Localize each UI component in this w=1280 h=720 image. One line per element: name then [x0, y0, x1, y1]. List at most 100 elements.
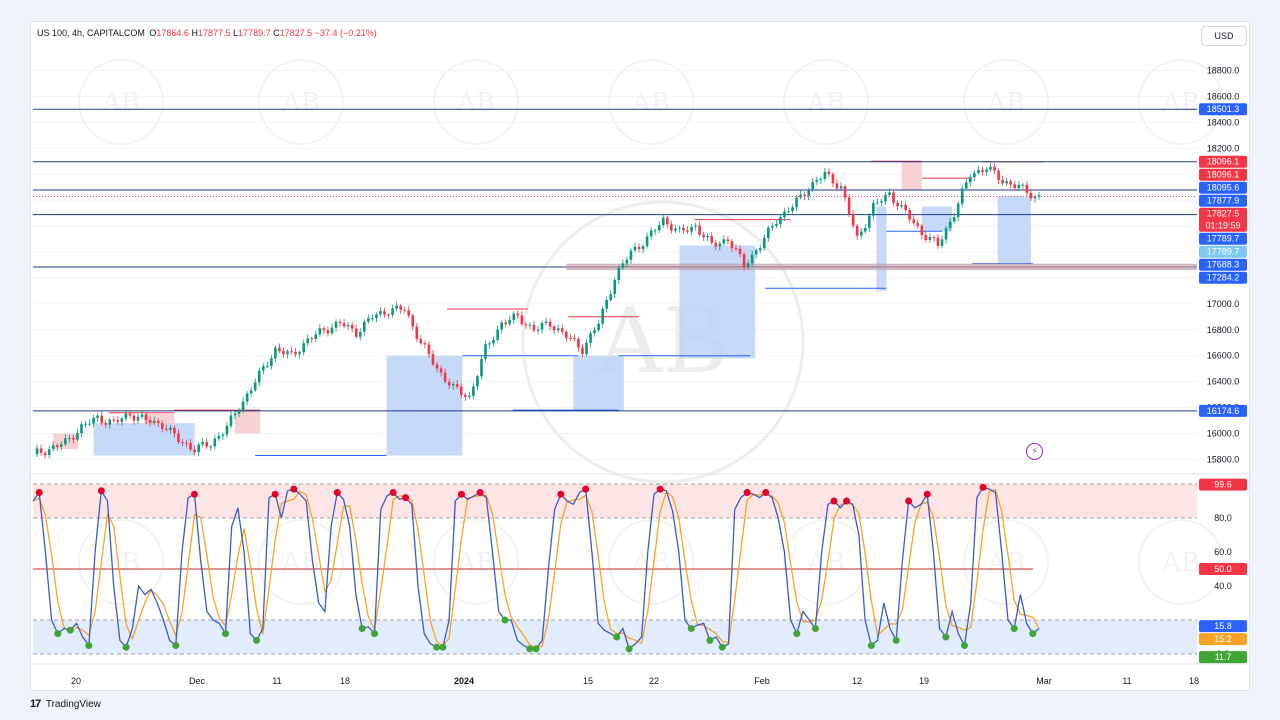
candle-body: [977, 169, 980, 174]
symbol-legend[interactable]: US 100, 4h, CAPITALCOM O17864.6 H17877.5…: [37, 28, 377, 38]
candle-body: [213, 438, 217, 447]
candle-body: [738, 248, 742, 255]
candle-body: [952, 217, 956, 222]
candle-body: [872, 202, 875, 216]
candle-body: [435, 364, 439, 369]
candle-body: [76, 433, 79, 440]
price-label: 17789.7: [1207, 234, 1240, 244]
candle-body: [585, 342, 588, 355]
price-label-box: [1199, 168, 1247, 181]
candle-body: [645, 236, 649, 247]
osc-bottom-marker: [718, 643, 726, 651]
candle-body: [233, 413, 237, 416]
osc-bottom-marker: [942, 633, 950, 641]
candle-body: [597, 323, 600, 331]
candle-body: [185, 442, 188, 444]
candle-body: [851, 213, 855, 226]
candle-body: [411, 315, 415, 327]
lightning-icon[interactable]: ⚡: [1026, 443, 1043, 460]
candle-body: [266, 365, 269, 367]
watermark-seal: [1138, 519, 1224, 605]
tradingview-brand[interactable]: 17 TradingView: [30, 698, 101, 710]
candle-body: [779, 217, 782, 224]
candle-body: [1037, 195, 1041, 197]
candle-body: [811, 181, 815, 191]
price-label-box: [1199, 245, 1247, 258]
candle-body: [722, 239, 726, 244]
candle-body: [326, 330, 330, 334]
chart-frame[interactable]: AB AB AB AB AB AB AB AB AB AB AB AB AB AB AB 15800.0 160…: [30, 21, 1251, 692]
candle-body: [831, 173, 835, 184]
zone-rect: [235, 410, 261, 434]
candle-body: [403, 309, 406, 311]
candle-body: [912, 219, 916, 223]
osc-top-marker: [979, 483, 987, 491]
candle-body: [540, 322, 544, 330]
candle-body: [758, 248, 762, 251]
osc-top-marker: [762, 489, 770, 496]
candle-body: [694, 225, 697, 227]
candle-body: [480, 358, 483, 377]
watermark-seal: [1138, 59, 1224, 145]
watermark-text: AB: [456, 548, 495, 578]
candle-body: [799, 194, 802, 198]
candle-body: [156, 420, 160, 424]
watermark-seal: [433, 519, 519, 605]
candle-body: [447, 381, 451, 386]
candle-body: [1009, 181, 1013, 185]
candle-body: [427, 344, 431, 355]
candle-body: [928, 237, 932, 240]
candle-body: [847, 197, 851, 214]
candle-body: [920, 225, 924, 235]
candle-body: [350, 324, 354, 329]
price-tick-label: 18800.0: [1207, 65, 1240, 75]
candle-body: [379, 311, 382, 315]
candle-body: [657, 225, 661, 231]
candle-body: [932, 237, 936, 239]
candle-body: [362, 321, 366, 332]
candle-body: [993, 166, 996, 171]
candle-body: [1029, 192, 1033, 199]
candle-body: [468, 395, 471, 397]
osc-top-marker: [905, 497, 913, 505]
currency-button[interactable]: USD: [1201, 26, 1247, 46]
candle-body: [835, 183, 839, 189]
candle-body: [702, 234, 705, 238]
candle-body: [904, 204, 907, 211]
candle-body: [306, 338, 310, 344]
candle-body: [868, 215, 871, 228]
zone-rect: [921, 206, 953, 232]
price-tick-label: 15800.0: [1207, 454, 1240, 464]
candle-body: [92, 417, 95, 424]
candle-body: [985, 169, 988, 172]
candle-body: [431, 354, 435, 365]
price-label: 18096.1: [1207, 170, 1240, 180]
candle-body: [565, 331, 568, 338]
candle-body: [710, 235, 714, 243]
osc-bottom-marker: [54, 630, 62, 638]
candle-body: [241, 401, 245, 412]
candle-body: [455, 384, 459, 387]
candle-body: [96, 415, 99, 418]
candle-body: [682, 227, 685, 231]
candle-body: [274, 347, 277, 359]
candle-body: [169, 427, 172, 430]
time-tick-label: 12: [852, 676, 862, 686]
overbought-band: [33, 484, 1197, 518]
candle-body: [415, 326, 419, 339]
osc-value-label: 11.7: [1215, 652, 1232, 662]
osc-label-box: [1199, 478, 1247, 491]
candle-body: [47, 449, 51, 456]
candle-body: [771, 225, 774, 228]
symbol-title[interactable]: US 100, 4h, CAPITALCOM: [37, 28, 145, 38]
osc-bottom-marker: [85, 642, 93, 649]
time-tick-label: 22: [649, 676, 659, 686]
candle-body: [84, 423, 87, 425]
osc-bottom-marker: [358, 625, 366, 632]
osc-bottom-marker: [526, 645, 534, 653]
candle-body: [354, 328, 358, 337]
price-label-box: [1199, 181, 1247, 194]
candle-body: [225, 425, 229, 435]
osc-bottom-marker: [1029, 630, 1037, 638]
